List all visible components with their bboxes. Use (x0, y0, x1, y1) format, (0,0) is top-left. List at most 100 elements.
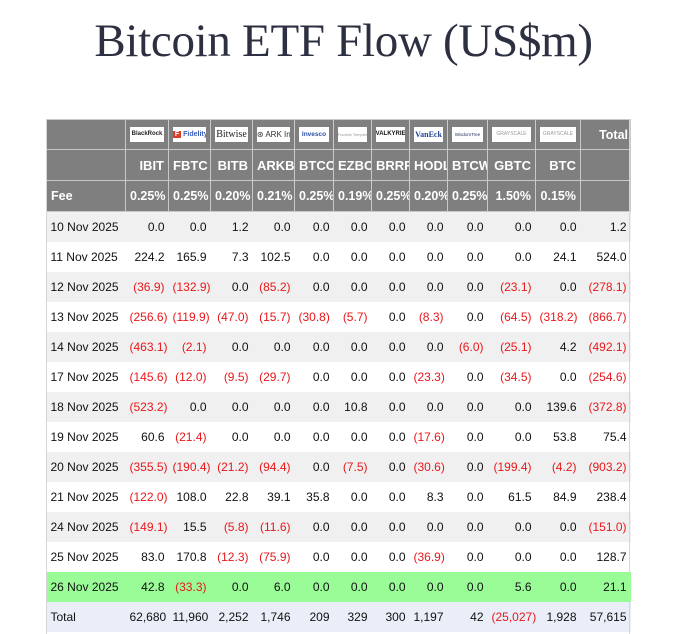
vaneck-logo-icon: VanEck (413, 127, 444, 143)
flow-cell: 0.0 (487, 512, 536, 542)
table-row: 25 Nov 2025 83.0 170.8 (12.3) (75.9) 0.0 0.0 0.… (46, 542, 631, 572)
flow-cell: (523.2) (125, 392, 169, 422)
flow-cell: 53.8 (535, 422, 581, 452)
flow-cell: 84.9 (535, 482, 581, 512)
flow-cell: 0.0 (487, 392, 536, 422)
flow-cell: 0.0 (535, 542, 581, 572)
flow-cell: (23.3) (409, 362, 448, 392)
flow-cell: 0.0 (371, 362, 410, 392)
flow-cell: 0.0 (210, 422, 253, 452)
flow-cell: 0.0 (371, 512, 410, 542)
fee-row: Fee 0.25% 0.25% 0.20% 0.21% 0.25% 0.19% … (46, 180, 631, 212)
flow-cell: 0.0 (447, 302, 488, 332)
issuer-logo-ark: ⊛ ARK Invest (252, 119, 295, 150)
flow-cell: 0.0 (535, 272, 581, 302)
flow-cell: 15.5 (168, 512, 211, 542)
table-border-right (629, 119, 630, 634)
flow-cell: (25,027) (487, 602, 536, 632)
flow-cell: 5.6 (487, 572, 536, 602)
flow-cell: 4.2 (535, 332, 581, 362)
flow-cell: (36.9) (409, 542, 448, 572)
row-total-cell: 57,615 (580, 602, 631, 632)
total-label: Total (46, 602, 126, 632)
flow-cell: 24.1 (535, 242, 581, 272)
row-total-cell: 128.7 (580, 542, 631, 572)
fee-btco: 0.25% (294, 180, 334, 212)
flow-cell: (5.8) (210, 512, 253, 542)
flow-cell: 39.1 (252, 482, 295, 512)
date-cell: 24 Nov 2025 (46, 512, 126, 542)
flow-cell: (355.5) (125, 452, 169, 482)
bitwise-logo-icon: Bitwise (214, 127, 249, 143)
flow-cell: 0.0 (371, 272, 410, 302)
flow-cell: (463.1) (125, 332, 169, 362)
flow-cell: 0.0 (447, 452, 488, 482)
flow-cell: 0.0 (294, 242, 334, 272)
ticker-btco: BTCO (294, 149, 334, 181)
flow-cell: (21.4) (168, 422, 211, 452)
flow-cell: (6.0) (447, 332, 488, 362)
flow-cell: 0.0 (168, 392, 211, 422)
flow-cell: (5.7) (333, 302, 372, 332)
flow-cell: 139.6 (535, 392, 581, 422)
flow-cell: 0.0 (294, 211, 334, 242)
date-cell: 18 Nov 2025 (46, 392, 126, 422)
issuer-logo-vaneck: VanEck (409, 119, 448, 150)
flow-cell: 0.0 (294, 452, 334, 482)
flow-cell: 0.0 (409, 272, 448, 302)
ticker-bitb: BITB (210, 149, 253, 181)
row-total-cell: (492.1) (580, 332, 631, 362)
date-cell: 12 Nov 2025 (46, 272, 126, 302)
flow-cell: 108.0 (168, 482, 211, 512)
fee-gbtc: 1.50% (487, 180, 536, 212)
flow-cell: 0.0 (294, 392, 334, 422)
flow-cell: (12.3) (210, 542, 253, 572)
fee-bitb: 0.20% (210, 180, 253, 212)
row-total-cell: 1.2 (580, 211, 631, 242)
row-total-cell: (903.2) (580, 452, 631, 482)
flow-cell: 0.0 (333, 211, 372, 242)
ticker-brrr: BRRR (371, 149, 410, 181)
flow-cell: 7.3 (210, 242, 253, 272)
flow-cell: (318.2) (535, 302, 581, 332)
flow-cell: 11,960 (168, 602, 211, 632)
table-row: 10 Nov 2025 0.0 0.0 1.2 0.0 0.0 0.0 0.0 0.0 0.0 0.… (46, 211, 631, 242)
flow-rows: 10 Nov 2025 0.0 0.0 1.2 0.0 0.0 0.0 0.0 0.0 0.0 0.… (46, 211, 631, 632)
date-cell: 20 Nov 2025 (46, 452, 126, 482)
flow-cell: (7.5) (333, 452, 372, 482)
flow-cell: 0.0 (252, 422, 295, 452)
table-row: 26 Nov 2025 42.8 (33.3) 0.0 6.0 0.0 0.0 0.0 0.0 0… (46, 572, 631, 602)
flow-cell: 0.0 (409, 211, 448, 242)
issuer-logo-bitwise: Bitwise (210, 119, 253, 150)
franklin-templeton-logo-icon: Franklin Templeton (337, 127, 368, 143)
flow-cell: 0.0 (447, 512, 488, 542)
ticker-btc: BTC (535, 149, 581, 181)
fee-btc: 0.15% (535, 180, 581, 212)
row-total-cell: (372.8) (580, 392, 631, 422)
flow-cell: (23.1) (487, 272, 536, 302)
flow-cell: 0.0 (535, 572, 581, 602)
fee-ibit: 0.25% (125, 180, 169, 212)
flow-cell: 0.0 (294, 362, 334, 392)
grayscale-logo-icon: GRAYSCALE (492, 127, 531, 143)
flow-cell: (12.0) (168, 362, 211, 392)
issuer-logo-grayscale-btc: GRAYSCALE (535, 119, 581, 150)
flow-cell: (11.6) (252, 512, 295, 542)
flow-cell: 0.0 (447, 572, 488, 602)
flow-cell: 42 (447, 602, 488, 632)
flow-cell: 35.8 (294, 482, 334, 512)
flow-cell: (8.3) (409, 302, 448, 332)
flow-cell: 165.9 (168, 242, 211, 272)
flow-cell: 0.0 (371, 242, 410, 272)
table-row: 11 Nov 2025 224.2 165.9 7.3 102.5 0.0 0.0 0.0 0.… (46, 242, 631, 272)
table-row: 19 Nov 2025 60.6 (21.4) 0.0 0.0 0.0 0.0 0.0 (17.… (46, 422, 631, 452)
flow-cell: 0.0 (333, 542, 372, 572)
flow-cell: (132.9) (168, 272, 211, 302)
flow-cell: 1,928 (535, 602, 581, 632)
flow-cell: (15.7) (252, 302, 295, 332)
flow-cell: 300 (371, 602, 410, 632)
flow-cell: (9.5) (210, 362, 253, 392)
flow-cell: 1.2 (210, 211, 253, 242)
flow-cell: 22.8 (210, 482, 253, 512)
